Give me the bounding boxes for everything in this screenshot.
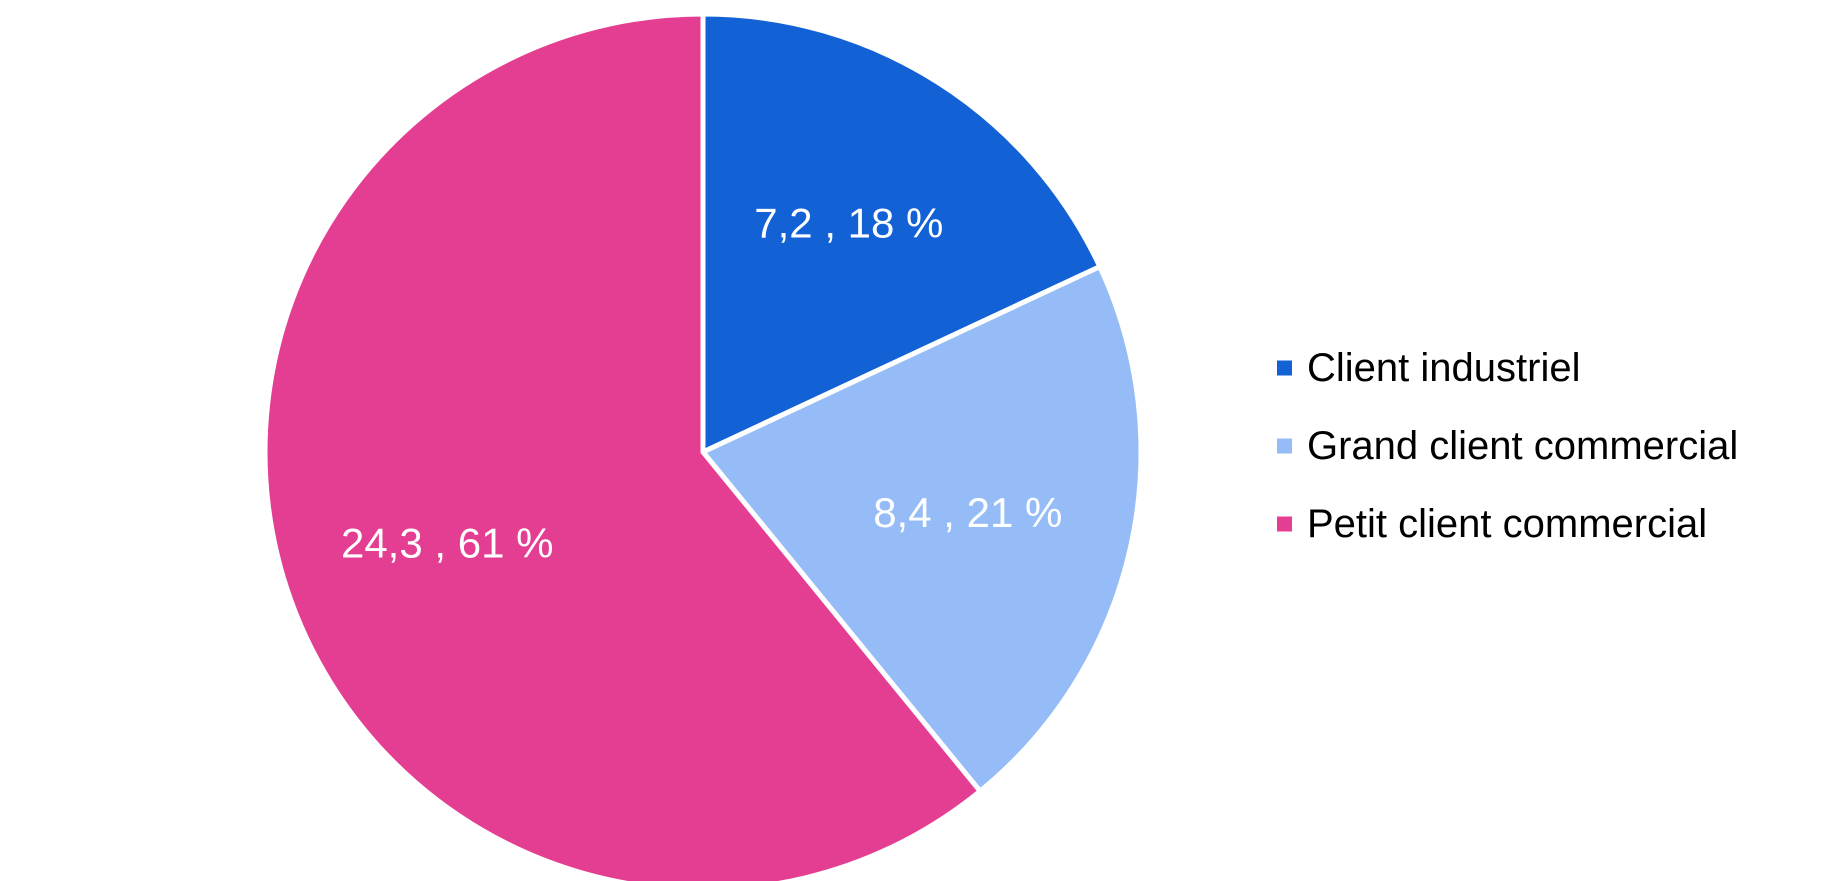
legend: Client industriel Grand client commercial… xyxy=(1277,346,1738,546)
pie-slice-3 xyxy=(262,11,983,881)
pie-data-label-3: 24,3 , 61 % xyxy=(341,520,553,567)
legend-label-2: Grand client commercial xyxy=(1307,424,1738,468)
legend-label-1: Client industriel xyxy=(1307,346,1580,390)
pie-data-label-1: 7,2 , 18 % xyxy=(754,199,943,246)
legend-swatch-3 xyxy=(1277,516,1292,532)
pie-data-label-2: 8,4 , 21 % xyxy=(873,489,1062,536)
pie-slice-1 xyxy=(700,11,1103,455)
legend-label-3: Petit client commercial xyxy=(1307,502,1707,546)
legend-swatch-2 xyxy=(1277,438,1292,454)
legend-swatch-1 xyxy=(1277,360,1292,376)
pie-slices xyxy=(262,11,1144,881)
pie-slice-2 xyxy=(700,264,1144,794)
pie-data-labels: 7,2 , 18 % 8,4 , 21 % 24,3 , 61 % xyxy=(341,199,1062,566)
